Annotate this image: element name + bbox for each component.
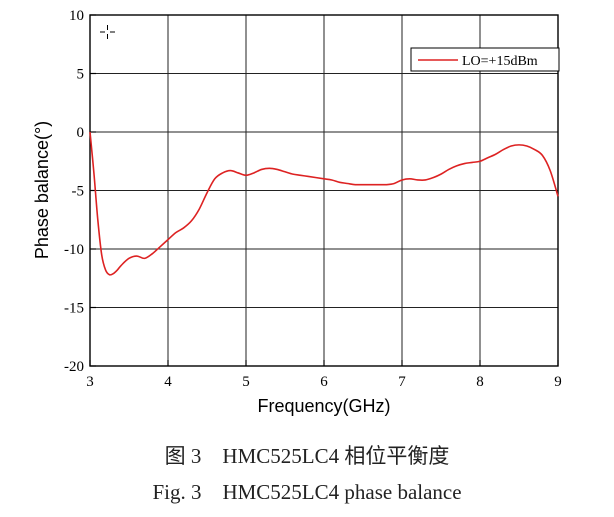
x-axis-title: Frequency(GHz) xyxy=(257,396,390,416)
y-tick-label: -10 xyxy=(64,242,84,258)
y-tick-label: -5 xyxy=(72,184,85,200)
x-tick-label: 9 xyxy=(554,374,562,390)
legend-label: LO=+15dBm xyxy=(462,54,538,69)
x-tick-label: 3 xyxy=(86,374,94,390)
y-axis-title: Phase balance(°) xyxy=(32,121,52,259)
legend: LO=+15dBm xyxy=(410,47,560,72)
figure-caption-chinese: 图 3 HMC525LC4 相位平衡度 xyxy=(164,444,450,468)
x-tick-label: 8 xyxy=(476,374,484,390)
y-tick-label: -15 xyxy=(64,301,84,317)
phase-balance-chart: 3 4 5 6 7 8 9 10 5 0 -5 -10 -15 -20 LO=+15dBm Frequen… xyxy=(32,8,562,416)
x-tick-label: 5 xyxy=(242,374,250,390)
y-tick-label: -20 xyxy=(64,359,84,375)
grid xyxy=(90,15,558,366)
tick-labels: 3 4 5 6 7 8 9 10 5 0 -5 -10 -15 -20 xyxy=(64,8,562,390)
y-tick-label: 5 xyxy=(77,67,85,83)
x-tick-label: 6 xyxy=(320,374,328,390)
y-tick-label: 0 xyxy=(77,125,85,141)
crosshair-cursor-icon xyxy=(100,25,115,39)
figure-caption-english: Fig. 3 HMC525LC4 phase balance xyxy=(152,480,462,504)
axis-ticks xyxy=(89,14,559,367)
legend-box xyxy=(410,47,560,72)
x-tick-label: 4 xyxy=(164,374,172,390)
x-tick-label: 7 xyxy=(398,374,406,390)
series-line-lo-15dbm xyxy=(89,131,559,276)
series-layer xyxy=(89,131,559,276)
y-tick-label: 10 xyxy=(69,8,84,24)
